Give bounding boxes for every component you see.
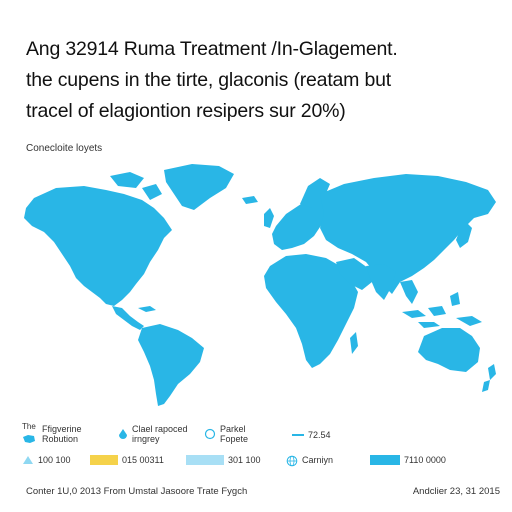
legend-item-blue: 7110 0000 (370, 455, 446, 465)
legend-label: 100 100 (38, 455, 71, 465)
india-shape (366, 264, 396, 300)
legend-label-2: Robution (42, 434, 79, 444)
new-guinea-shape (456, 316, 482, 326)
southeast-asia-shape (400, 280, 418, 304)
scandinavia-shape (300, 178, 330, 208)
north-america-shape (24, 186, 172, 306)
globe-icon (286, 455, 298, 467)
drop-icon (119, 429, 127, 439)
legend-row-2: 100 100 015 00311 301 100 Carniyn 7110 0… (22, 455, 502, 483)
legend-item-open-circle: Parkel Fopete (204, 424, 248, 444)
legend-prefix: The (22, 422, 36, 431)
legend-row-1: The Ffigverine Robution Clael rapoced ir… (22, 422, 502, 452)
legend-label-2: irngrey (132, 434, 160, 444)
triangle-icon (23, 456, 33, 464)
legend-item-yellow: 015 00311 (90, 455, 164, 465)
legend-item-light-blue: 301 100 (186, 455, 261, 465)
europe-shape (272, 194, 336, 250)
madagascar-shape (350, 332, 358, 354)
yellow-swatch (90, 455, 118, 465)
africa-shape (264, 254, 358, 368)
map-title: Ang 32914 Ruma Treatment /In-Glagement. … (26, 34, 496, 127)
legend-item-globe: Carniyn (286, 455, 333, 467)
world-map-svg (24, 164, 496, 406)
uk-shape (264, 208, 274, 228)
light-blue-swatch (186, 455, 224, 465)
arctic-islands-shape (110, 172, 162, 200)
central-america-shape (112, 306, 144, 330)
blue-swatch (370, 455, 400, 465)
arabia-shape (336, 258, 372, 290)
title-line-2: the cupens in the tirte, glaconis (reata… (26, 69, 391, 91)
continents (24, 164, 496, 406)
legend-item-dash: 72.54 (292, 430, 331, 440)
open-circle-icon (204, 428, 216, 440)
iceland-shape (242, 196, 258, 204)
world-map (14, 158, 504, 408)
new-zealand-shape (482, 364, 496, 392)
legend-item-drop: Clael rapoced irngrey (118, 424, 188, 444)
map-region-icon: The (22, 422, 38, 446)
title-line-3: tracel of elagiontion resipers sur 20%) (26, 100, 346, 122)
legend-label: Parkel (220, 424, 246, 434)
title-line-1: Ang 32914 Ruma Treatment /In-Glagement. (26, 38, 398, 60)
legend-label: 301 100 (228, 455, 261, 465)
dash-icon (292, 434, 304, 436)
greenland-shape (164, 164, 234, 210)
legend-label: Ffigverine (42, 424, 82, 434)
legend-item-triangle: 100 100 (22, 455, 71, 465)
south-america-shape (138, 324, 204, 406)
legend-label: Clael rapoced (132, 424, 188, 434)
australia-shape (418, 328, 480, 372)
footer: Conter 1U,0 2013 From Umstal Jasoore Tra… (26, 486, 500, 497)
indonesia-shape (402, 292, 460, 328)
legend-label: 7110 0000 (404, 455, 446, 465)
asia-shape (320, 174, 496, 294)
legend-label: 72.54 (308, 430, 331, 440)
date-note: Andclier 23, 31 2015 (412, 486, 500, 497)
source-note: Conter 1U,0 2013 From Umstal Jasoore Tra… (26, 486, 248, 497)
legend-item-region: The Ffigverine Robution (22, 422, 82, 446)
map-subtitle: Conecloite loyets (26, 143, 103, 154)
caribbean-shape (138, 306, 156, 312)
legend-label: Carniyn (302, 455, 334, 465)
japan-shape (456, 222, 472, 248)
legend-label-2: Fopete (220, 434, 249, 444)
legend-label: 015 00311 (122, 455, 164, 465)
